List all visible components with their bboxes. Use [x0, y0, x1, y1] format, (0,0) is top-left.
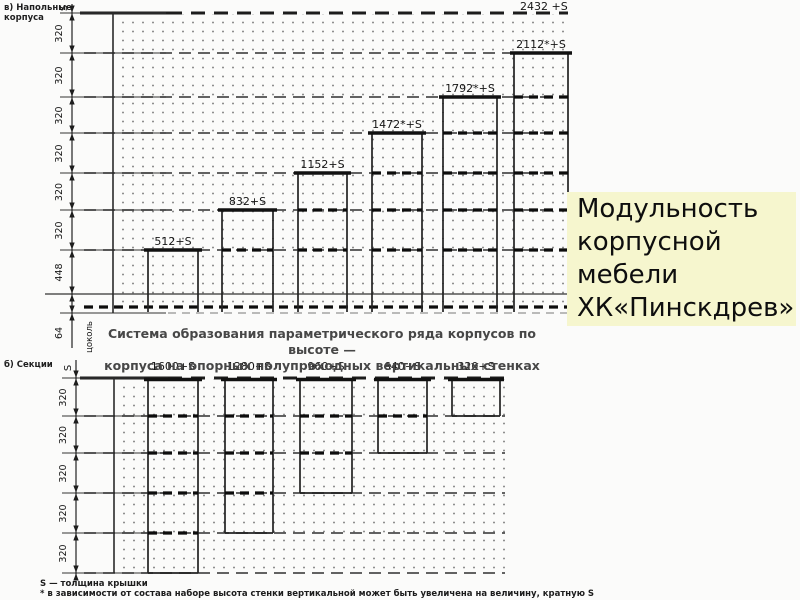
plinth-label: цоколь [85, 321, 95, 353]
section-label-sections: б) Секции [4, 360, 53, 370]
bar-label: 832+S [229, 195, 266, 208]
axis-segment-label: 64 [54, 327, 65, 339]
note-s-definition: S — толщина крышки [40, 579, 148, 589]
bar-label: 1152+S [300, 158, 344, 171]
chart-caption-line1: Система образования параметрического ряд… [108, 326, 536, 357]
section-label-floor-cabinets: в) Напольные корпуса [4, 3, 72, 23]
bar-label: 1280+S [227, 360, 271, 373]
axis-segment-label: 320 [58, 504, 69, 522]
bar-label: 1792*+S [445, 82, 495, 95]
axis-segment-label: 448 [54, 263, 65, 281]
axis-segment-label: 320 [54, 24, 65, 42]
dot-grid-bottom [116, 379, 505, 573]
axis-segment-label: 320 [54, 183, 65, 201]
axis-segment-label: 320 [54, 106, 65, 124]
max-level-label: 2432 +S [520, 0, 568, 13]
axis-segment-label: 320 [58, 464, 69, 482]
title-box: Модульность корпусной мебели ХК«Пинскдре… [567, 192, 796, 326]
axis-segment-label: 320 [54, 221, 65, 239]
axis-segment-label: 320 [54, 144, 65, 162]
bar-label: 640+S [384, 360, 421, 373]
axis-segment-label: 320 [58, 544, 69, 562]
bar-label: 320+S [457, 360, 494, 373]
axis-top-label: S [63, 365, 74, 371]
bar-label: 2112*+S [516, 38, 566, 51]
axis-top-label: S [59, 5, 70, 11]
axis-segment-label: 320 [58, 426, 69, 444]
chart-caption: Система образования параметрического ряд… [92, 326, 552, 374]
bar-label: 1600+S [151, 360, 195, 373]
bar-label: 512+S [154, 235, 191, 248]
axis-segment-label: 320 [58, 388, 69, 406]
footnotes: S — толщина крышки * в зависимости от со… [40, 579, 594, 599]
bar-label: 1472*+S [372, 118, 422, 131]
chart-caption-line2: корпуса на опорных полупроходных вертика… [104, 358, 540, 373]
axis-segment-label: 320 [54, 66, 65, 84]
note-asterisk: * в зависимости от состава наборе высота… [40, 589, 595, 599]
dot-grid-top [115, 14, 568, 307]
bar-label: 960+S [307, 360, 344, 373]
